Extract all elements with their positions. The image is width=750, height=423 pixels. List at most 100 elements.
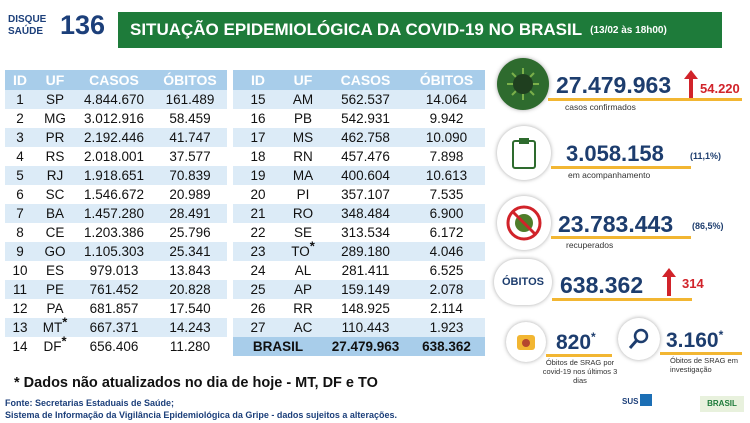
cell-casos: 681.857 [89,301,139,316]
table-row: 5 RJ 1.918.651 70.839 [5,166,227,185]
cell-casos: 457.476 [341,149,390,164]
cell-id: 9 [16,244,24,259]
column-header: ÓBITOS [163,72,217,88]
cell-obitos: 7.898 [429,149,464,164]
arrow-up [662,268,676,296]
uf: RS [45,149,65,164]
column-header: CASOS [89,72,139,88]
cell-casos: 1.918.651 [83,168,145,183]
cell-casos: 348.484 [341,206,390,221]
cell-casos: 562.537 [341,92,390,107]
cell-casos: 2.018.001 [83,149,145,164]
cell-id: 15 [250,92,266,107]
cell-obitos: 4.046 [429,244,464,259]
cell-id: 22 [250,225,266,240]
cell-id: 6 [16,187,24,202]
cell-obitos: 70.839 [169,168,211,183]
table-row: 9 GO 1.105.303 25.341 [5,242,227,261]
uf: SE [293,225,312,240]
recovered-label: recuperados [566,240,614,250]
icon-virus [497,58,549,110]
table-row: 7 BA 1.457.280 28.491 [5,204,227,223]
cell-uf: SE [283,225,323,240]
uf: RJ [46,168,64,183]
cell-uf: ES [35,263,75,278]
cell-obitos: 28.491 [169,206,211,221]
cell-casos: 542.931 [341,111,390,126]
total-row: BRASIL 27.479.963 638.362 [233,337,485,356]
underline [551,166,691,169]
source: Sistema de Informação da Vigilância Epid… [5,410,397,420]
cell-obitos: 7.535 [429,187,464,202]
cell-id: 21 [250,206,266,221]
srag-investigation-label: Óbitos de SRAG em investigação [670,356,738,374]
uf: MA [292,168,314,183]
srag-deaths-label: Óbitos de SRAG por covid-19 nos últimos … [542,358,618,385]
cell-casos: 4.844.670 [83,92,145,107]
table-row: 10 ES 979.013 13.843 [5,261,227,280]
cell-obitos: 6.525 [429,263,464,278]
monitoring-label: em acompanhamento [568,170,651,180]
logo-sus: SUS [622,397,639,406]
total-label: BRASIL [252,339,304,354]
cell-uf: MG [35,111,75,126]
cell-uf: RN [283,149,323,164]
table-row: 11 PE 761.452 20.828 [5,280,227,299]
cell-obitos: 37.577 [169,149,211,164]
cell-uf: TO* [283,240,323,260]
cell-casos: 1.546.672 [83,187,145,202]
table-row: 17 MS 462.758 10.090 [233,128,485,147]
cell-uf: PB [283,111,323,126]
cell-uf: DF* [35,335,75,355]
cell-uf: CE [35,225,75,240]
deaths-badge: ÓBITOS [494,259,552,305]
cell-id: 11 [12,282,27,297]
srag-value: 820 [556,331,592,354]
logo-text: DISQUE [8,14,47,25]
cell-casos: 281.411 [341,263,390,278]
srag-investigation-value: 3.160* [666,328,723,353]
magnifier [628,328,649,349]
table-row: 2 MG 3.012.916 58.459 [5,109,227,128]
table-row: 6 SC 1.546.672 20.989 [5,185,227,204]
cell-obitos: 9.942 [429,111,464,126]
cell-casos: 1.457.280 [83,206,145,221]
cell-obitos: 14.064 [425,92,468,107]
cell-obitos: 25.796 [169,225,211,240]
cell-casos: 159.149 [341,282,390,297]
cell-id: 26 [250,301,266,316]
arrow-up [684,70,698,98]
table-row: 15 AM 562.537 14.064 [233,90,485,109]
table-row: 23 TO* 289.180 4.046 [233,240,485,261]
uf: MT [42,320,63,335]
uf: TO [291,244,310,259]
cell-obitos: 1.923 [429,320,464,335]
title: SITUAÇÃO EPIDEMIOLÓGICA DA COVID-19 NO B… [130,20,583,39]
table-row: 20 PI 357.107 7.535 [233,185,485,204]
cell-obitos: 41.747 [169,130,211,145]
cell-uf: PE [35,282,75,297]
column-header: ID [251,72,265,88]
uf: AC [293,320,313,335]
cell-casos: 656.406 [89,339,139,354]
uf: SC [45,187,65,202]
cell-casos: 1.105.303 [83,244,145,259]
table-left: ID UF CASOS ÓBITOS 1 SP 4.844.670 161.489 2 MG 3.0… [5,70,227,356]
table-row: 3 PR 2.192.446 41.747 [5,128,227,147]
cell-id: 8 [16,225,24,240]
title-bar: SITUAÇÃO EPIDEMIOLÓGICA DA COVID-19 NO B… [118,12,722,48]
cell-id: 18 [250,149,266,164]
flag: * [718,328,724,342]
cell-id: 27 [250,320,266,335]
cell-obitos: 10.613 [425,168,468,183]
uf: PR [45,130,65,145]
confirmed-change: 54.220 [700,81,740,96]
cell-casos: 979.013 [89,263,139,278]
column-header: CASOS [340,72,391,88]
srag-value: 3.160 [666,329,719,352]
cell-uf: RS [35,149,75,164]
source: Fonte: Secretarias Estaduais de Saúde; [5,398,175,408]
cell-casos: 761.452 [89,282,139,297]
cell-uf: AL [283,263,323,278]
cell-casos: 357.107 [341,187,390,202]
